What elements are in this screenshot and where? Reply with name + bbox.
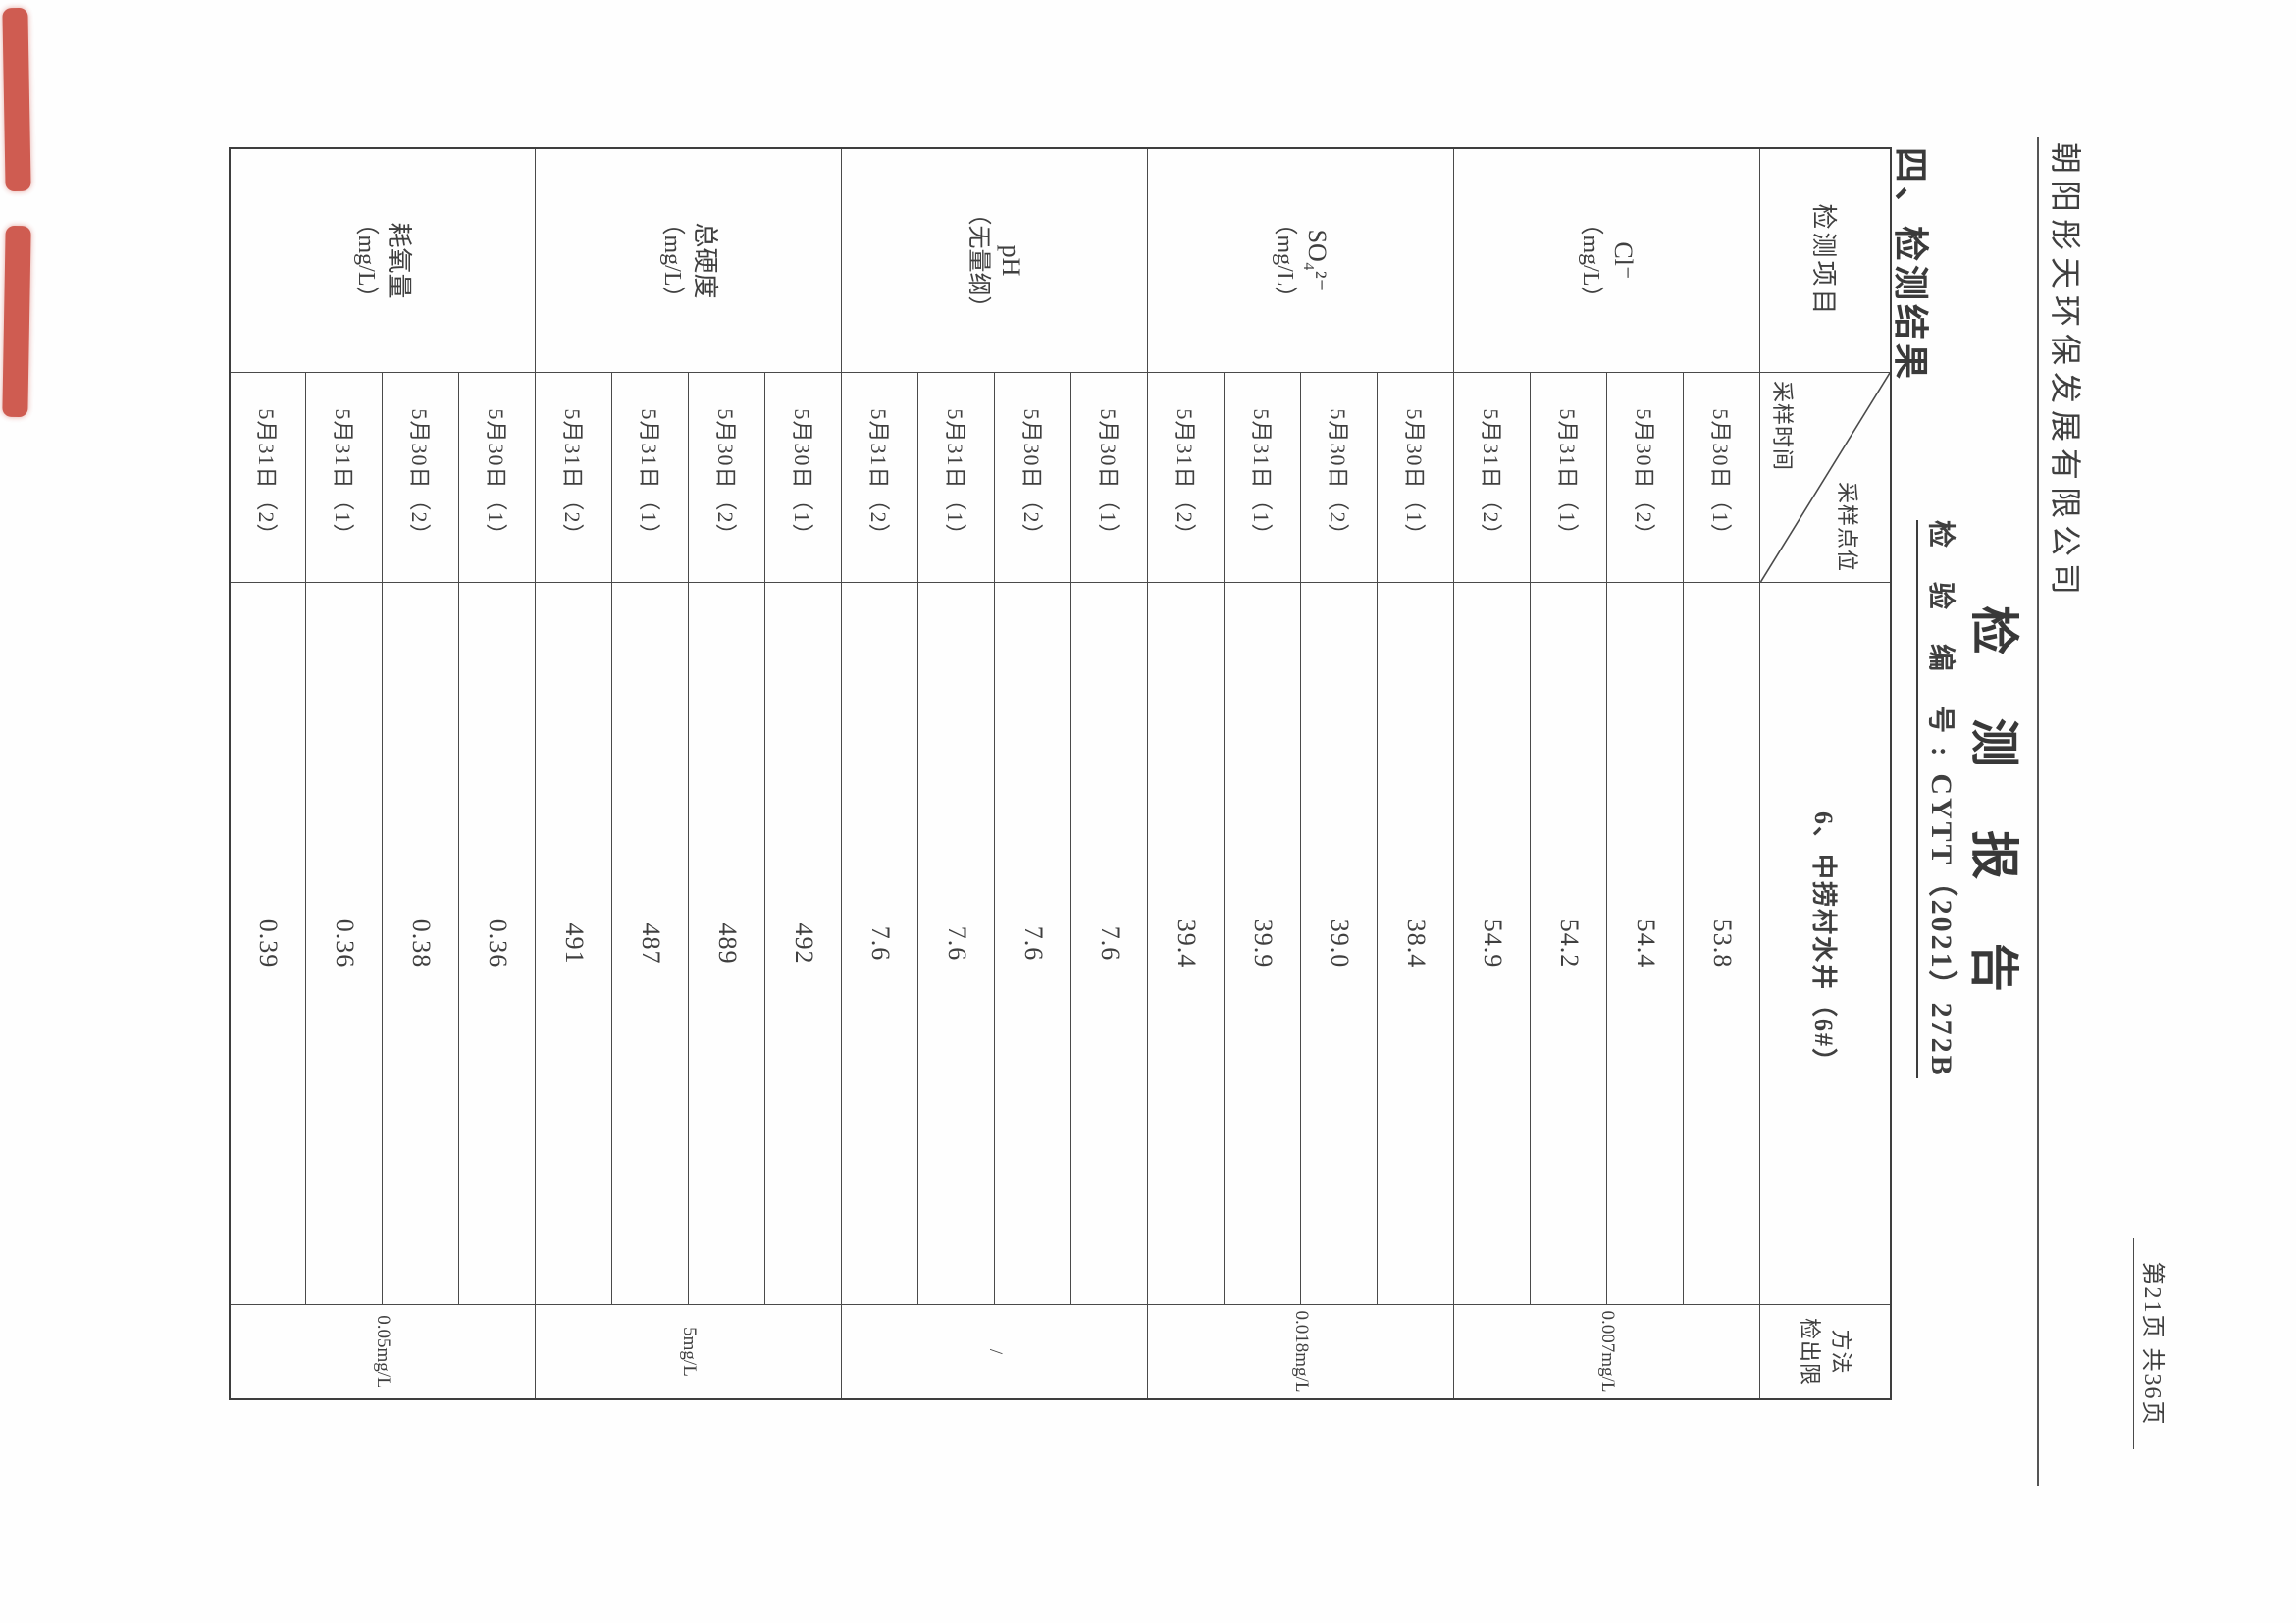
result-value-cell: 53.8: [1684, 582, 1760, 1305]
sampling-time-cell: 5月30日（1）: [459, 372, 536, 583]
sampling-time-cell: 5月30日（1）: [1071, 372, 1148, 583]
sampling-time-cell: 5月31日（2）: [842, 372, 918, 583]
sampling-time-cell: 5月31日（2）: [230, 372, 306, 583]
diagonal-divider: [1760, 373, 1890, 582]
table-row: Cl⁻ （mg/L） 5月30日（1） 53.8 0.007mg/L: [1454, 148, 1760, 1399]
red-seal-fragment: [2, 7, 31, 192]
detection-limit-cell: 0.018mg/L: [1148, 1304, 1454, 1399]
result-value-cell: 39.4: [1148, 582, 1225, 1305]
sampling-time-cell: 5月30日（1）: [765, 372, 842, 583]
header-limit-col: 方法 检出限: [1760, 1304, 1891, 1399]
sampling-time-cell: 5月31日（1）: [612, 372, 689, 583]
limit-col-line1: 方法: [1829, 1329, 1854, 1375]
item-name: SO₄²⁻: [1303, 229, 1331, 292]
result-value-cell: 0.36: [459, 582, 536, 1305]
result-value-cell: 54.9: [1454, 582, 1531, 1305]
result-value-cell: 39.9: [1225, 582, 1301, 1305]
table-row: SO₄²⁻ （mg/L） 5月30日（1） 38.4 0.018mg/L: [1148, 148, 1454, 1399]
report-number-line: 检 验 编 号: CYTT（2021）272B: [1916, 520, 1966, 1078]
page-number: 第21页 共36页: [2133, 1238, 2172, 1449]
detection-limit-cell: 0.007mg/L: [1454, 1304, 1760, 1399]
detection-limit-cell: 5mg/L: [536, 1304, 842, 1399]
sampling-time-cell: 5月30日（1）: [1378, 372, 1454, 583]
sampling-time-cell: 5月31日（1）: [1225, 372, 1301, 583]
report-number-label: 检 验 编 号:: [1925, 520, 1956, 770]
result-value-cell: 492: [765, 582, 842, 1305]
detection-limit-cell: 0.05mg/L: [230, 1304, 536, 1399]
sampling-time-cell: 5月31日（1）: [1531, 372, 1607, 583]
result-value-cell: 0.38: [383, 582, 459, 1305]
sampling-time-cell: 5月30日（1）: [1684, 372, 1760, 583]
result-value-cell: 38.4: [1378, 582, 1454, 1305]
result-value-cell: 0.39: [230, 582, 306, 1305]
results-table-body: 检测项目 采样点位 采样时间 6、中捞村水井（6#） 方法 检出限 Cl⁻ （mg…: [230, 148, 1891, 1399]
table-row: 总硬度 （mg/L） 5月30日（1） 492 5mg/L: [536, 148, 842, 1399]
sampling-time-cell: 5月31日（1）: [918, 372, 995, 583]
detection-limit-cell: /: [842, 1304, 1148, 1399]
sampling-time-cell: 5月31日（1）: [306, 372, 383, 583]
table-row: pH （无量纲） 5月30日（1） 7.6/: [842, 148, 1148, 1399]
letterhead-rule: [2037, 137, 2039, 1486]
result-value-cell: 39.0: [1301, 582, 1378, 1305]
item-unit: （mg/L）: [1272, 211, 1297, 310]
sampling-time-cell: 5月31日（2）: [1148, 372, 1225, 583]
table-row: 耗氧量 （mg/L） 5月30日（1） 0.36 0.05mg/L: [230, 148, 536, 1399]
item-name: 总硬度: [691, 222, 719, 299]
table-header-row: 检测项目 采样点位 采样时间 6、中捞村水井（6#） 方法 检出限: [1760, 148, 1891, 1399]
sampling-time-cell: 5月31日（2）: [536, 372, 612, 583]
item-cell: 耗氧量 （mg/L）: [230, 148, 536, 373]
item-name: Cl⁻: [1609, 241, 1638, 280]
company-name: 朝阳彤天环保发展有限公司: [2048, 142, 2083, 602]
sampling-time-cell: 5月30日（2）: [689, 372, 765, 583]
result-value-cell: 491: [536, 582, 612, 1305]
sampling-time-cell: 5月30日（2）: [383, 372, 459, 583]
item-name: pH: [997, 244, 1025, 277]
item-unit: （mg/L）: [353, 211, 380, 310]
item-cell: SO₄²⁻ （mg/L）: [1148, 148, 1454, 373]
result-value-cell: 54.2: [1531, 582, 1607, 1305]
red-seal-fragment: [2, 225, 31, 418]
result-value-cell: 7.6: [842, 582, 918, 1305]
sampling-time-cell: 5月30日（2）: [1607, 372, 1684, 583]
result-value-cell: 487: [612, 582, 689, 1305]
sampling-time-cell: 5月31日（2）: [1454, 372, 1531, 583]
item-name: 耗氧量: [385, 222, 414, 299]
item-cell: Cl⁻ （mg/L）: [1454, 148, 1760, 373]
item-unit: （mg/L）: [1578, 211, 1603, 310]
sampling-time-cell: 5月30日（2）: [995, 372, 1071, 583]
report-number-value: CYTT（2021）272B: [1925, 773, 1957, 1078]
result-value-cell: 54.4: [1607, 582, 1684, 1305]
result-value-cell: 7.6: [995, 582, 1071, 1305]
item-cell: pH （无量纲）: [842, 148, 1148, 373]
sampling-time-cell: 5月30日（2）: [1301, 372, 1378, 583]
result-value-cell: 489: [689, 582, 765, 1305]
section-heading: 四、检测结果: [1891, 147, 1930, 384]
item-unit: （mg/L）: [659, 211, 685, 310]
result-value-cell: 7.6: [1071, 582, 1148, 1305]
item-unit: （无量纲）: [965, 201, 991, 320]
result-value-cell: 7.6: [918, 582, 995, 1305]
corner-label-sampling-time: 采样时间: [1770, 381, 1796, 472]
limit-col-line2: 检出限: [1798, 1317, 1823, 1386]
item-cell: 总硬度 （mg/L）: [536, 148, 842, 373]
header-item-col: 检测项目: [1760, 148, 1891, 373]
header-sampling-point: 6、中捞村水井（6#）: [1760, 582, 1891, 1305]
header-corner-cell: 采样点位 采样时间: [1760, 372, 1891, 583]
result-value-cell: 0.36: [306, 582, 383, 1305]
corner-label-sampling-point: 采样点位: [1835, 481, 1859, 572]
results-table: 检测项目 采样点位 采样时间 6、中捞村水井（6#） 方法 检出限 Cl⁻ （mg…: [229, 147, 1892, 1400]
report-title: 检 测 报 告: [1966, 605, 2021, 1018]
